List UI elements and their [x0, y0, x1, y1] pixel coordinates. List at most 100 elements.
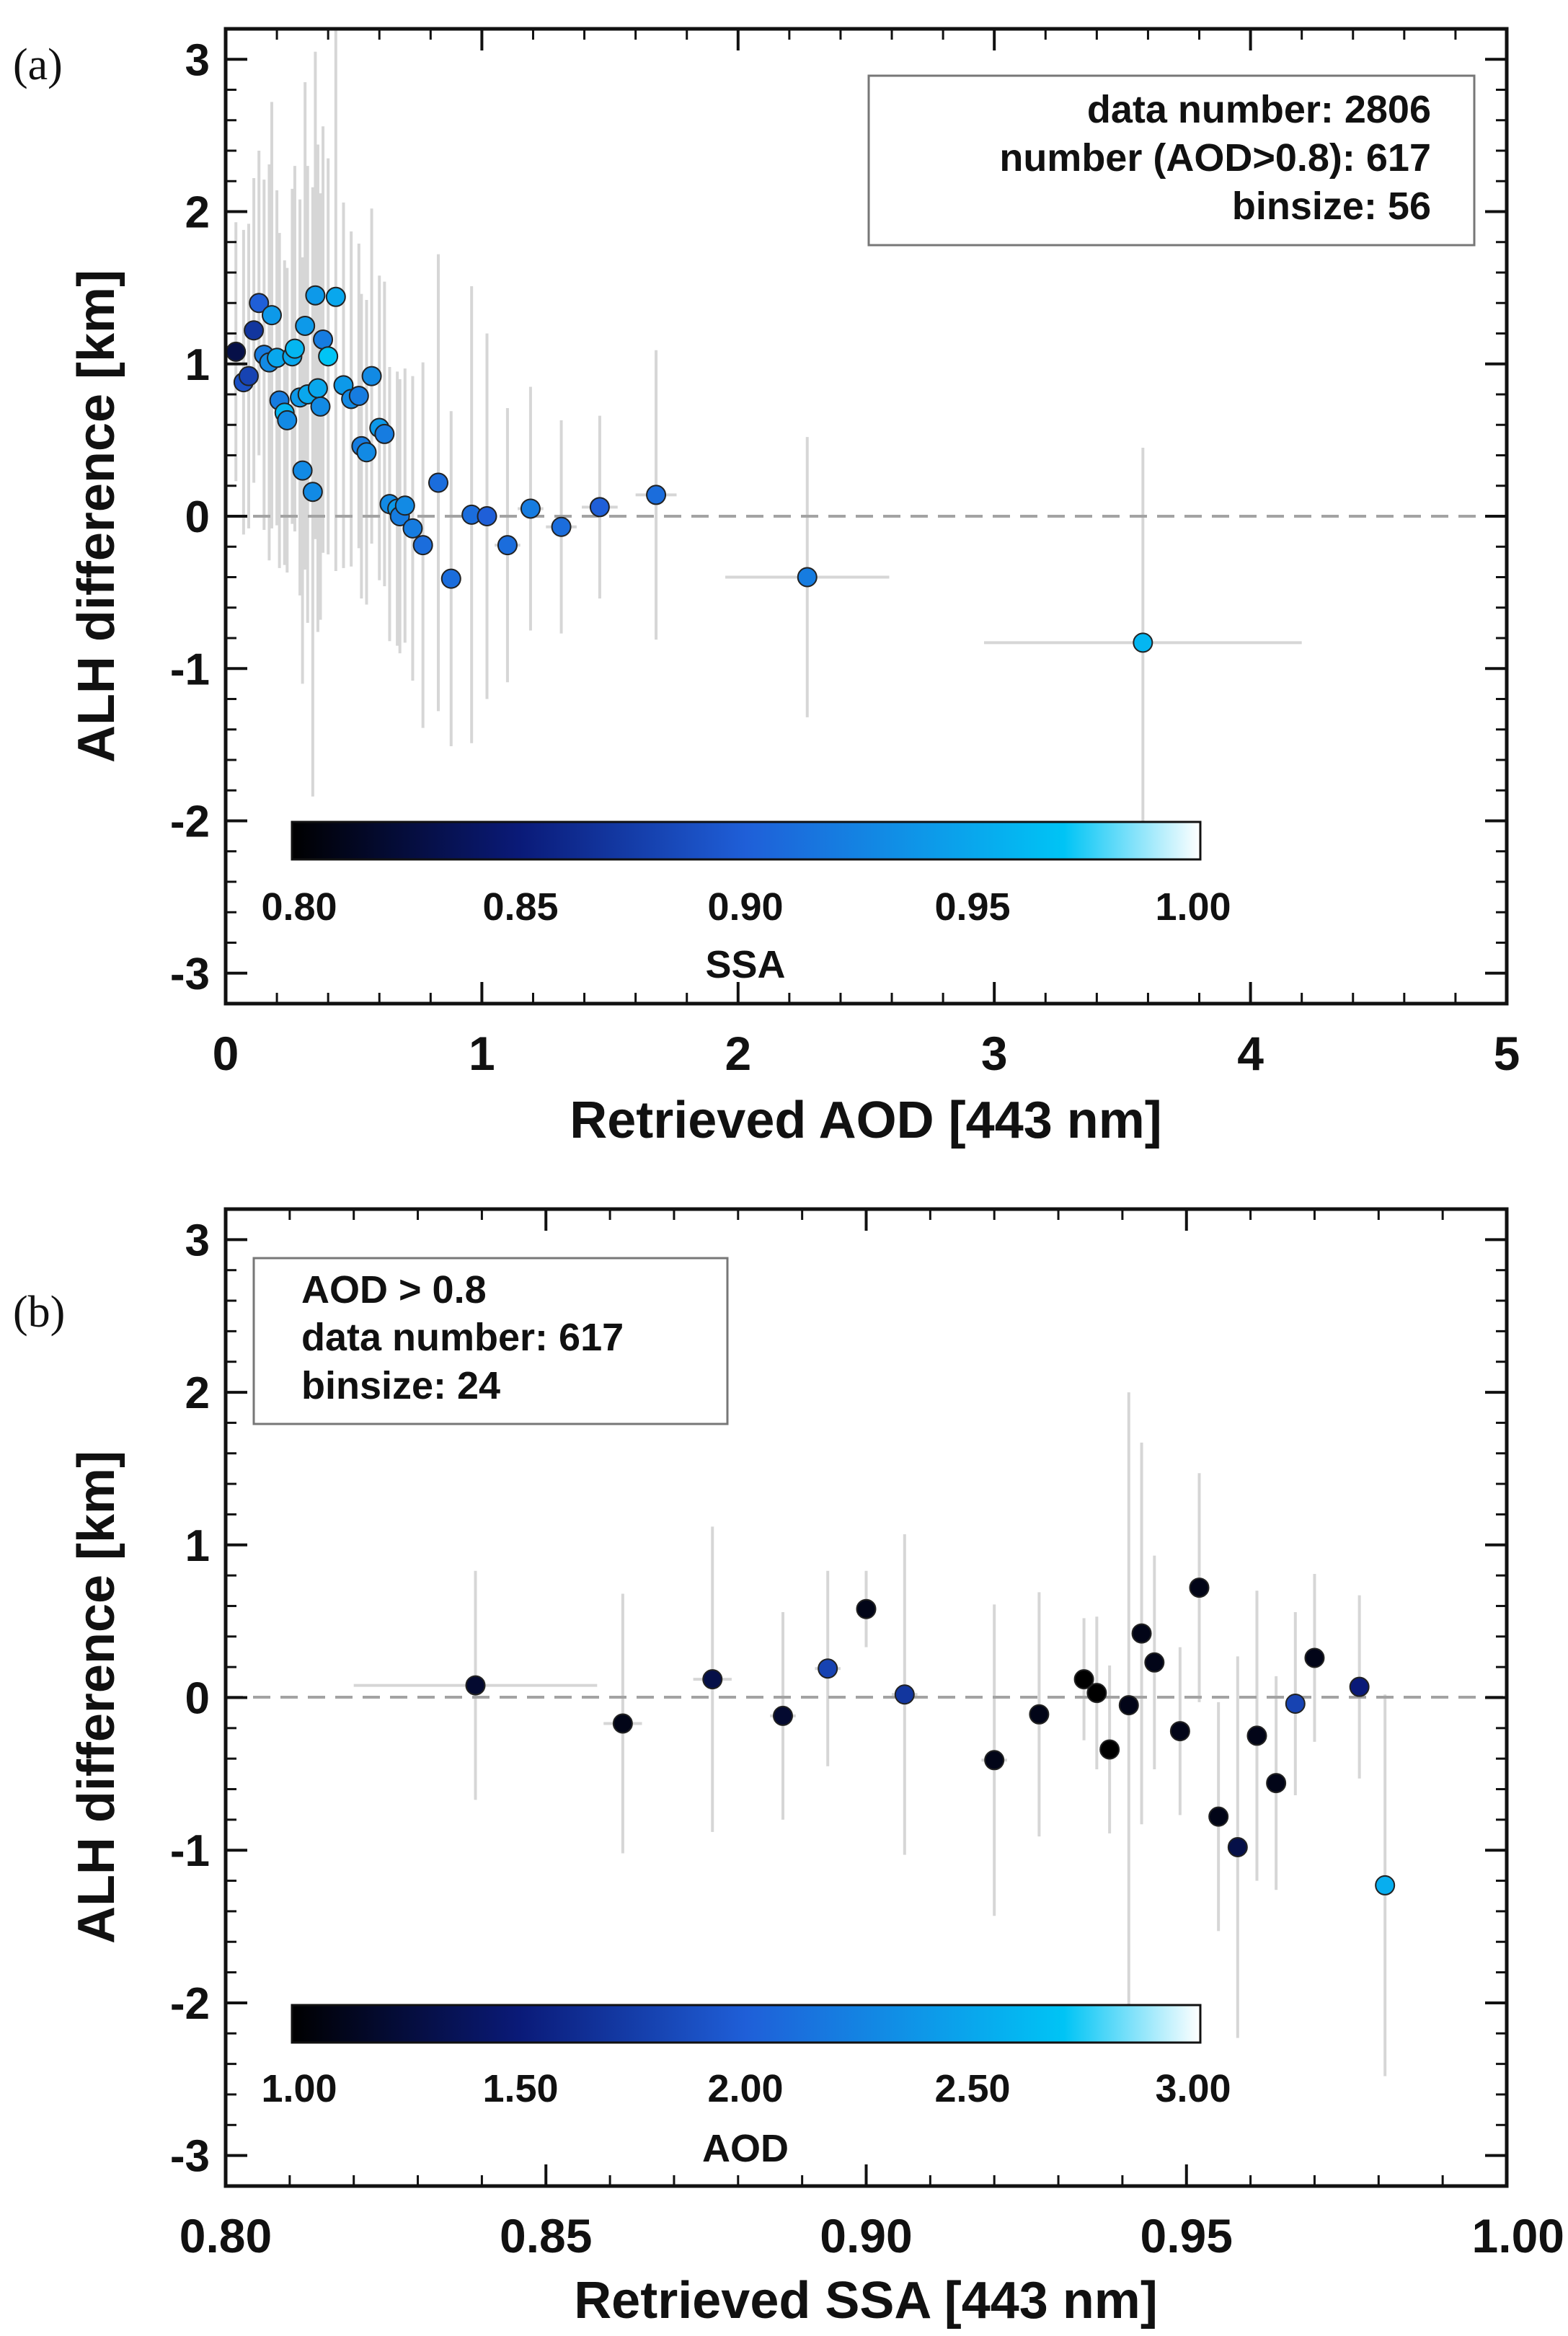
data-point: [551, 516, 572, 537]
panel-a-points: [226, 285, 1153, 653]
panel-a-colorbar-tick-5: 1.00: [1155, 885, 1231, 929]
panel-b-colorbar-tick-5: 3.00: [1155, 2067, 1231, 2110]
panel-a-legend-line-2: number (AOD>0.8): 617: [999, 136, 1431, 180]
panel-b: (b) -3 -2 -1 0 1 2 3 0.80 0.85 0.90 0.95 1.00 Retr…: [13, 1207, 1564, 2330]
data-point: [284, 338, 305, 359]
y-tick-label: 1: [185, 340, 210, 390]
y-tick-label: -3: [170, 950, 210, 999]
panel-b-x-tick-labels: 0.80 0.85 0.90 0.95 1.00: [180, 2209, 1564, 2262]
data-point: [702, 1669, 723, 1690]
data-point: [1144, 1652, 1165, 1673]
data-point: [856, 1598, 877, 1619]
data-point: [1131, 1623, 1152, 1644]
data-point: [249, 293, 270, 314]
data-point: [302, 482, 323, 503]
data-point: [374, 423, 395, 444]
data-point: [394, 495, 415, 516]
panel-b-colorbar-tick-2: 1.50: [482, 2067, 558, 2110]
y-tick-label: 0: [185, 1674, 210, 1724]
panel-a-y-axis-title: ALH difference [km]: [68, 270, 125, 763]
y-tick-label: -1: [170, 645, 210, 694]
panel-b-legend-line-2: data number: 617: [301, 1316, 624, 1359]
panel-a-label: (a): [13, 40, 63, 89]
data-point: [1029, 1704, 1050, 1725]
panel-b-colorbar-tick-1: 1.00: [261, 2067, 337, 2110]
data-point: [226, 341, 247, 362]
panel-b-legend-box: AOD > 0.8 data number: 617 binsize: 24: [252, 1257, 729, 1425]
panel-a-x-tick-labels: 0 1 2 3 4 5: [213, 1027, 1520, 1080]
panel-a-legend-line-1: data number: 2806: [1087, 88, 1431, 131]
data-point: [1086, 1683, 1107, 1704]
y-tick-label: 1: [185, 1521, 210, 1571]
x-tick-label: 4: [1237, 1027, 1264, 1080]
x-tick-label: 2: [725, 1027, 751, 1080]
data-point: [1189, 1578, 1210, 1598]
panel-a: (a) -3 -2 -1 0 1 2 3 0 1 2 3 4 5 Retrieved AOD [443…: [13, 27, 1520, 1149]
panel-a-colorbar-tick-2: 0.85: [482, 885, 558, 929]
y-tick-label: 0: [185, 492, 210, 542]
data-point: [1304, 1647, 1325, 1668]
panel-b-colorbar-gradient: [291, 2004, 1202, 2044]
data-point: [402, 518, 423, 539]
data-point: [348, 386, 369, 407]
y-tick-label: 3: [185, 35, 210, 85]
panel-b-x-axis-title: Retrieved SSA [443 nm]: [574, 2272, 1158, 2330]
panel-b-colorbar-tick-4: 2.50: [934, 2067, 1010, 2110]
x-tick-label: 0.80: [180, 2209, 272, 2262]
data-point: [589, 497, 610, 518]
panel-b-plot-frame: [223, 1207, 1509, 2188]
y-tick-label: 2: [185, 1368, 210, 1418]
data-point: [307, 378, 328, 399]
y-tick-label: -3: [170, 2132, 210, 2182]
panel-b-y-tick-labels: -3 -2 -1 0 1 2 3: [170, 1216, 210, 2181]
panel-a-colorbar-tick-1: 0.80: [261, 885, 337, 929]
data-point: [1169, 1721, 1190, 1742]
panel-b-colorbar: 1.00 1.50 2.00 2.50 3.00 AOD: [261, 2004, 1231, 2170]
data-point: [305, 285, 326, 306]
x-tick-label: 1: [469, 1027, 495, 1080]
x-tick-label: 0.90: [820, 2209, 912, 2262]
data-point: [1375, 1875, 1396, 1895]
data-point: [310, 396, 331, 417]
data-point: [497, 535, 518, 556]
y-tick-label: -2: [170, 797, 210, 847]
panel-a-colorbar-title: SSA: [705, 943, 785, 986]
data-point: [772, 1705, 793, 1726]
panel-a-legend-line-3: binsize: 56: [1232, 185, 1431, 228]
data-point: [261, 305, 282, 326]
data-point: [477, 506, 497, 526]
data-point: [1099, 1739, 1120, 1760]
data-point: [1246, 1725, 1267, 1746]
data-point: [295, 315, 316, 336]
panel-b-label: (b): [13, 1288, 65, 1337]
x-tick-label: 1.00: [1472, 2209, 1564, 2262]
data-point: [1133, 632, 1153, 653]
panel-b-legend-line-1: AOD > 0.8: [301, 1268, 487, 1311]
panel-b-errorbars: [353, 1392, 1392, 2076]
panel-a-colorbar: 0.80 0.85 0.90 0.95 1.00 SSA: [261, 820, 1231, 986]
data-point: [325, 286, 346, 307]
data-point: [440, 568, 461, 589]
data-point: [818, 1658, 838, 1679]
data-point: [1118, 1695, 1139, 1716]
panel-a-colorbar-gradient: [291, 820, 1202, 861]
data-point: [356, 442, 377, 463]
x-tick-label: 0: [213, 1027, 239, 1080]
y-tick-label: 2: [185, 188, 210, 238]
panel-a-y-tick-labels: -3 -2 -1 0 1 2 3: [170, 35, 210, 999]
data-point: [1349, 1676, 1370, 1697]
data-point: [277, 410, 298, 430]
panel-a-colorbar-tick-4: 0.95: [934, 885, 1010, 929]
x-tick-label: 0.85: [500, 2209, 592, 2262]
data-point: [292, 460, 313, 481]
panel-a-legend-box: data number: 2806 number (AOD>0.8): 617 …: [867, 74, 1476, 247]
x-tick-label: 5: [1494, 1027, 1520, 1080]
data-point: [313, 329, 334, 350]
data-point: [1227, 1836, 1248, 1857]
data-point: [428, 472, 448, 493]
panel-b-points: [465, 1578, 1396, 1895]
data-point: [1073, 1669, 1094, 1690]
x-tick-label: 3: [981, 1027, 1008, 1080]
data-point: [1285, 1693, 1306, 1714]
